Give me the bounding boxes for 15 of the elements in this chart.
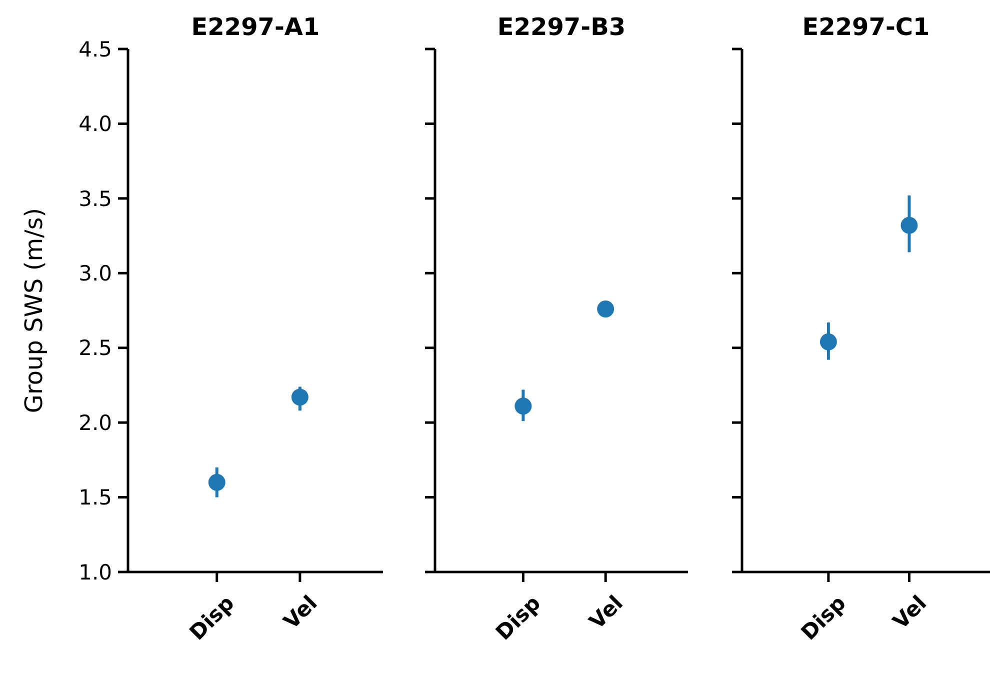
y-tick-label: 1.5 [78, 486, 112, 510]
chart-title: E2297-A1 [191, 13, 320, 41]
x-tick-label: Vel [279, 590, 322, 634]
y-axis-title: Group SWS (m/s) [20, 208, 48, 414]
chart-title: E2297-B3 [497, 13, 626, 41]
y-tick-label: 4.0 [78, 112, 112, 136]
y-tick-label: 1.0 [78, 560, 112, 584]
y-tick-label: 3.5 [78, 186, 112, 211]
y-tick-label: 4.5 [78, 37, 112, 62]
chart-title: E2297-C1 [802, 13, 930, 41]
y-tick-label: 2.0 [78, 410, 112, 435]
x-tick-label: Vel [888, 590, 932, 634]
y-tick-label: 2.5 [78, 336, 112, 360]
y-tick-label: 3.0 [78, 261, 112, 286]
x-tick-label: Vel [584, 590, 628, 634]
